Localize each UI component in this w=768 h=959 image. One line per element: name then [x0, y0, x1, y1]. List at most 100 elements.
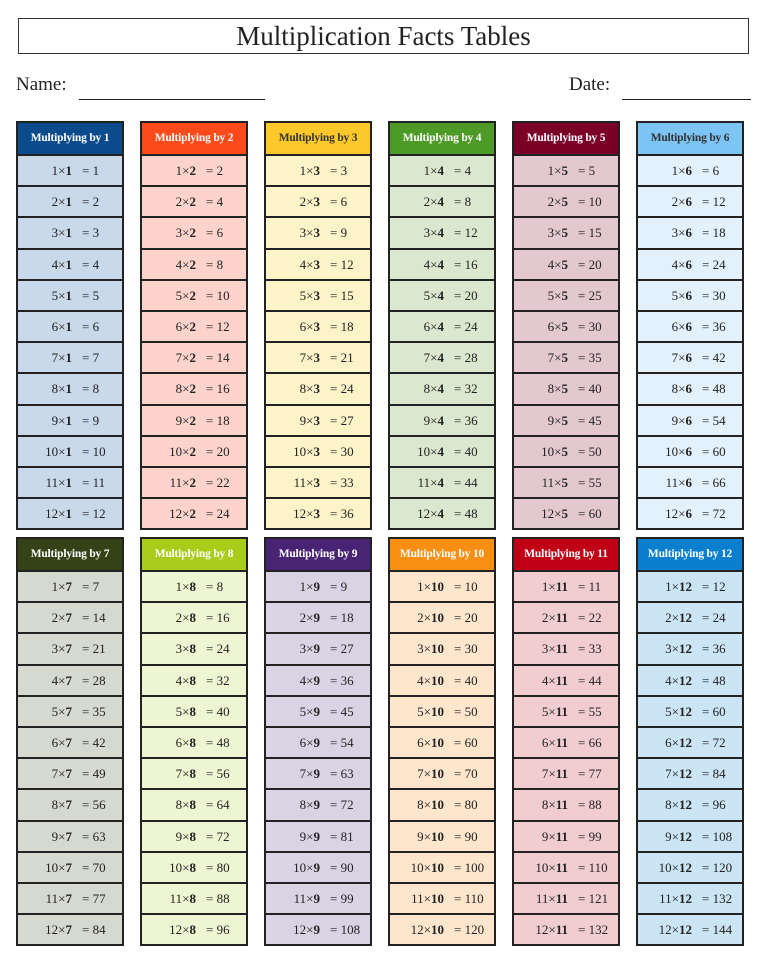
page-title: Multiplication Facts Tables [18, 18, 749, 54]
table-row: 7×1 = 7 [18, 343, 122, 375]
row-factors: 11×1 [45, 474, 73, 490]
row-factors: 7×6 [671, 350, 692, 366]
table-row: 5×8 = 40 [142, 697, 246, 728]
table-row: 10×11 = 110 [514, 853, 618, 884]
row-factors: 5×3 [299, 287, 321, 303]
row-multiplier: 3 [313, 163, 321, 178]
row-factors: 7×3 [299, 350, 320, 366]
row-factors: 5×9 [299, 703, 320, 719]
row-product: = 66 [702, 474, 726, 490]
row-factors: 9×10 [417, 828, 444, 844]
row-multiplier: 1 [65, 381, 73, 397]
row-factors: 10×6 [665, 443, 692, 459]
table-row: 12×4 = 48 [390, 499, 494, 528]
row-factors: 5×6 [671, 287, 693, 303]
row-product: = 66 [578, 734, 602, 750]
row-product: = 54 [330, 734, 354, 750]
table-row: 11×10 = 110 [390, 884, 494, 916]
row-multiplier: 4 [437, 163, 445, 178]
row-factors: 5×4 [423, 287, 444, 303]
name-field[interactable] [79, 99, 265, 100]
row-product: = 56 [82, 797, 106, 813]
table-row: 1×6 = 6 [638, 156, 742, 188]
table-row: 3×7 = 21 [18, 634, 122, 666]
row-multiplier: 4 [437, 256, 445, 272]
row-multiplier: 10 [431, 828, 444, 844]
table-row: 8×10 = 80 [390, 790, 494, 822]
table-multiplying-by-10: Multiplying by 10 1×10 = 10 2×10 = 20 3×10 = 3… [388, 537, 496, 947]
table-row: 2×10 = 20 [390, 603, 494, 635]
table-row: 7×10 = 70 [390, 759, 494, 791]
table-row: 5×9 = 45 [266, 697, 370, 728]
row-product: = 121 [578, 890, 609, 906]
row-multiplier: 7 [65, 610, 73, 626]
table-row: 2×5 = 10 [514, 187, 618, 219]
table-row: 6×11 = 66 [514, 728, 618, 760]
table-row: 1×1 = 1 [18, 156, 122, 188]
row-multiplier: 7 [65, 579, 73, 594]
row-multiplier: 3 [313, 287, 321, 303]
row-multiplier: 1 [65, 163, 73, 178]
row-factors: 10×12 [658, 859, 692, 875]
row-factors: 4×8 [175, 672, 196, 688]
row-factors: 6×5 [547, 318, 568, 334]
row-product: = 16 [454, 256, 478, 272]
row-factors: 1×8 [175, 579, 197, 594]
table-row: 4×6 = 24 [638, 250, 742, 281]
row-multiplier: 11 [555, 828, 568, 844]
table-multiplying-by-12: Multiplying by 12 1×12 = 12 2×12 = 24 3×12 = 3… [636, 537, 744, 947]
row-product: = 24 [702, 610, 726, 626]
row-product: = 36 [330, 672, 354, 688]
row-product: = 4 [454, 163, 472, 178]
row-multiplier: 8 [189, 579, 197, 594]
table-row: 2×9 = 18 [266, 603, 370, 635]
row-product: = 72 [702, 506, 726, 522]
row-product: = 40 [206, 703, 230, 719]
row-product: = 21 [82, 641, 106, 657]
table-row: 8×9 = 72 [266, 790, 370, 822]
row-product: = 32 [454, 381, 478, 397]
row-multiplier: 2 [189, 474, 197, 490]
row-factors: 7×8 [175, 766, 196, 782]
row-product: = 108 [330, 922, 361, 938]
row-multiplier: 1 [65, 256, 73, 272]
row-multiplier: 1 [65, 474, 73, 490]
row-product: = 4 [82, 256, 100, 272]
table-row: 10×6 = 60 [638, 437, 742, 468]
row-factors: 12×5 [541, 506, 568, 522]
date-field[interactable] [622, 99, 751, 100]
row-product: = 48 [206, 734, 230, 750]
table-row: 4×8 = 32 [142, 666, 246, 697]
row-product: = 72 [702, 734, 726, 750]
row-product: = 40 [454, 672, 478, 688]
row-factors: 3×10 [417, 641, 444, 657]
row-multiplier: 11 [555, 734, 568, 750]
row-product: = 44 [578, 672, 602, 688]
row-multiplier: 9 [313, 922, 321, 938]
row-factors: 10×1 [45, 443, 72, 459]
row-multiplier: 6 [685, 163, 693, 178]
table-row: 7×8 = 56 [142, 759, 246, 791]
table-row: 3×10 = 30 [390, 634, 494, 666]
table-row: 9×11 = 99 [514, 822, 618, 853]
row-multiplier: 11 [555, 766, 568, 782]
row-factors: 10×11 [535, 859, 568, 875]
table-row: 4×12 = 48 [638, 666, 742, 697]
row-multiplier: 10 [431, 734, 444, 750]
row-factors: 10×8 [169, 859, 196, 875]
row-multiplier: 6 [685, 474, 693, 490]
row-multiplier: 11 [555, 859, 568, 875]
row-factors: 3×7 [51, 641, 72, 657]
row-multiplier: 6 [685, 287, 693, 303]
row-factors: 11×7 [45, 890, 72, 906]
row-product: = 10 [82, 443, 106, 459]
row-factors: 11×10 [411, 890, 444, 906]
table-row: 5×4 = 20 [390, 281, 494, 312]
row-multiplier: 5 [561, 412, 569, 428]
row-product: = 100 [454, 859, 485, 875]
table-row: 11×4 = 44 [390, 468, 494, 500]
row-multiplier: 4 [437, 318, 445, 334]
row-multiplier: 8 [189, 890, 197, 906]
table-row: 3×3 = 9 [266, 218, 370, 250]
row-multiplier: 1 [65, 318, 73, 334]
